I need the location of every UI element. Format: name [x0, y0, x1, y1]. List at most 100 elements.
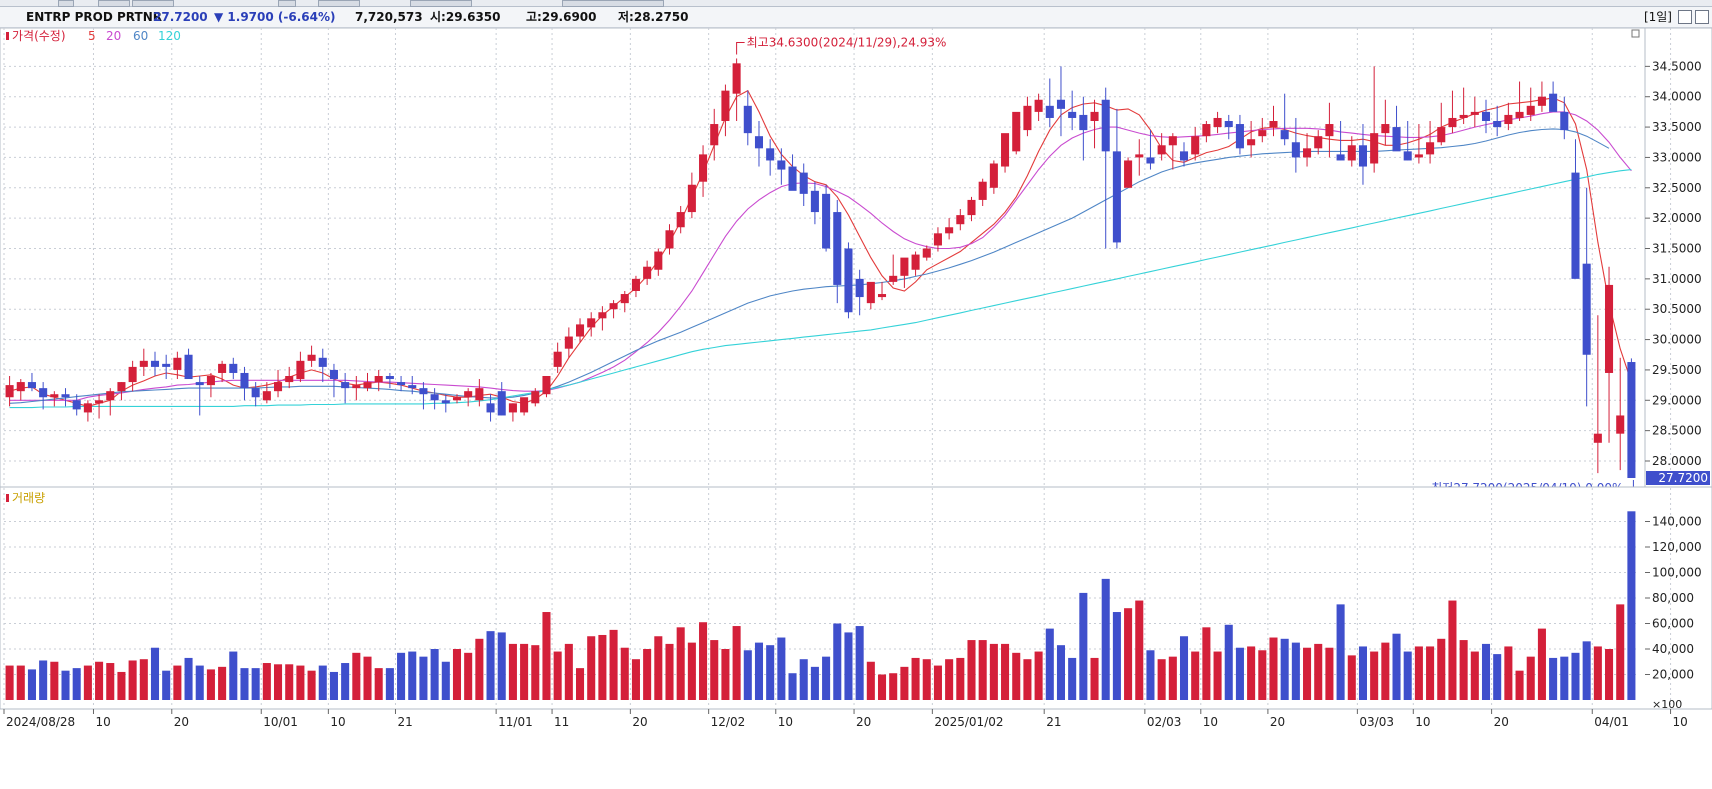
candle-body — [1448, 117, 1457, 128]
toolbar-button[interactable] — [98, 0, 130, 7]
ma-line-120 — [9, 169, 1632, 409]
volume-bar — [1146, 650, 1155, 700]
window-restore-icon[interactable] — [1678, 10, 1692, 24]
candle-body — [173, 357, 182, 370]
candle-body — [441, 400, 450, 404]
candle-body — [318, 357, 327, 367]
candle-body — [721, 90, 730, 121]
candle-body — [497, 391, 506, 416]
price-tick-label: 32.5000 — [1652, 181, 1702, 195]
candle-body — [1213, 117, 1222, 128]
toolbar-button[interactable] — [278, 0, 296, 7]
x-tick-label: 02/03 — [1147, 715, 1182, 729]
candle-body — [575, 324, 585, 337]
candle-body — [989, 163, 998, 188]
stock-chart[interactable]: 28.0000 28.5000 29.0000 29.5000 30.0000 30.50… — [0, 28, 1712, 789]
x-axis: 2024/08/28 10 20 10/01 10 21 11/01 11 20 12/02 10 2… — [3, 709, 1688, 729]
candle-body — [676, 212, 685, 228]
volume-bar — [822, 656, 831, 700]
candle-body — [1381, 124, 1390, 134]
volume-bar — [587, 636, 596, 700]
legend-ma5: 5 — [88, 29, 96, 43]
volume-bar — [1112, 612, 1121, 700]
volume-bar — [1347, 655, 1356, 700]
candle-body — [72, 400, 81, 410]
volume-bar — [1247, 646, 1256, 700]
toolbar-button[interactable] — [410, 0, 472, 7]
volume-bar — [1179, 636, 1189, 700]
volume-bar — [1426, 646, 1435, 700]
volume-bar — [1515, 670, 1524, 700]
x-tick-label: 20 — [1494, 715, 1509, 729]
volume-bar — [665, 643, 674, 700]
candle-body — [1269, 121, 1278, 128]
volume-bar — [989, 643, 998, 700]
volume-bar — [385, 668, 394, 700]
candle-body — [1336, 154, 1345, 161]
volume-bar — [598, 634, 607, 700]
volume-bar — [1493, 654, 1502, 700]
candle-body — [1224, 121, 1233, 128]
candle-body — [1537, 96, 1546, 106]
candle-body — [788, 166, 797, 191]
candle-body — [1314, 136, 1323, 149]
volume-bar — [956, 657, 965, 700]
volume-bar — [732, 626, 741, 700]
candle-body — [1191, 136, 1200, 155]
volume-bar — [262, 663, 271, 700]
volume-bar — [430, 649, 439, 700]
open-price: 시:29.6350 — [430, 10, 501, 24]
volume-bar — [95, 661, 104, 700]
candle-body — [699, 154, 708, 182]
volume-bar — [184, 657, 193, 700]
volume-bar — [967, 640, 976, 700]
volume-bar — [452, 649, 462, 700]
window-close-icon[interactable] — [1695, 10, 1709, 24]
volume-bar — [900, 666, 909, 700]
volume-bar — [844, 632, 853, 700]
volume-bar — [1056, 645, 1066, 700]
x-tick-label: 10/01 — [263, 715, 298, 729]
volume-bar — [1001, 643, 1010, 700]
candle-body — [665, 230, 674, 249]
candle-body — [609, 303, 618, 310]
candle-body — [1001, 133, 1010, 167]
candle-body — [1515, 111, 1524, 118]
volume-bar — [117, 671, 126, 700]
volume-bar — [240, 668, 249, 700]
x-tick-label: 10 — [1673, 715, 1688, 729]
candle-body — [1258, 130, 1267, 137]
volume-bar — [1593, 646, 1602, 700]
volume-bar — [173, 665, 182, 700]
volume-bar — [441, 661, 450, 700]
candle-body — [307, 354, 316, 361]
candle-body — [520, 397, 529, 413]
volume-bar — [1582, 641, 1591, 700]
x-tick-label: 03/03 — [1359, 715, 1394, 729]
high-marker-arrow — [736, 41, 745, 55]
volume-bar — [397, 652, 406, 700]
toolbar-button[interactable] — [58, 0, 74, 7]
volume-bar — [1325, 647, 1334, 700]
volume-bar — [1191, 651, 1200, 700]
volume-bar — [855, 626, 864, 700]
period-selector[interactable]: [1일] — [1643, 10, 1672, 24]
candle-body — [978, 181, 987, 200]
candle-body — [799, 172, 808, 194]
x-tick-label: 10 — [1415, 715, 1430, 729]
volume-bar — [106, 663, 115, 700]
volume-bar — [1068, 657, 1077, 700]
x-tick-label: 2024/08/28 — [6, 715, 75, 729]
candle-body — [329, 369, 338, 380]
toolbar-button[interactable] — [132, 0, 174, 7]
price-tick-label: 28.5000 — [1652, 424, 1702, 438]
volume-bar — [419, 656, 428, 700]
volume-bar — [508, 643, 517, 700]
volume-bar — [1135, 600, 1144, 700]
price-change: ▼ 1.9700 (-6.64%) — [214, 10, 336, 24]
toolbar-button[interactable] — [318, 0, 360, 7]
ma-line-20 — [9, 111, 1632, 401]
candle-body — [710, 124, 719, 146]
volume-bar — [721, 649, 730, 700]
toolbar-button[interactable] — [562, 0, 664, 7]
